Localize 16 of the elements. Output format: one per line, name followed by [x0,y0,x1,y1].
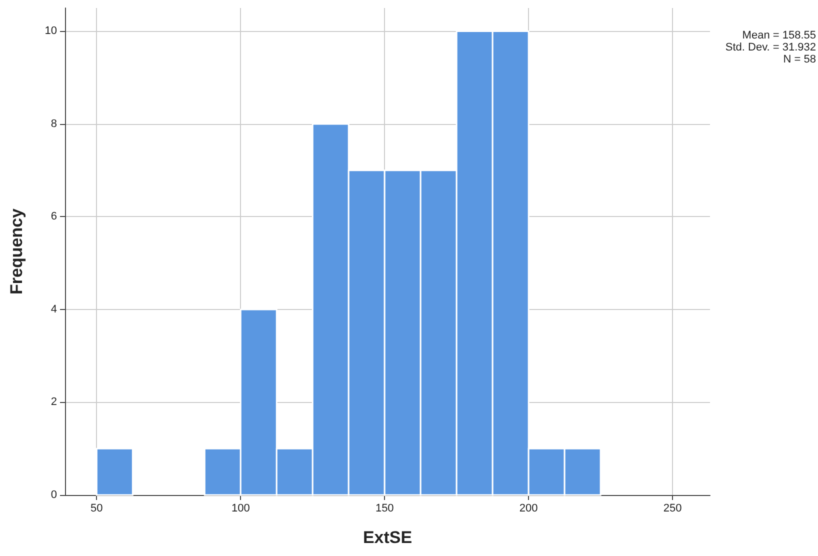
y-tick-label: 0 [50,489,57,501]
text: Mean = 158.55 [742,30,816,42]
y-tick-label: 2 [50,396,57,408]
x-tick-label: 100 [231,502,250,514]
text: Std. Dev. = 31.932 [725,42,816,54]
y-tick-label: 8 [50,118,57,130]
text: N = 58 [783,54,816,66]
y-tick-label: 4 [50,303,57,316]
x-axis-title: ExtSE [362,528,412,547]
x-tick-label: 150 [375,502,394,514]
x-tick-label: 50 [90,502,103,514]
y-axis-title: Frequency [7,208,26,294]
y-tick-label: 10 [44,25,57,38]
x-tick-label: 200 [519,502,538,514]
x-tick-label: 250 [663,502,682,514]
y-tick-label: 6 [50,210,57,223]
